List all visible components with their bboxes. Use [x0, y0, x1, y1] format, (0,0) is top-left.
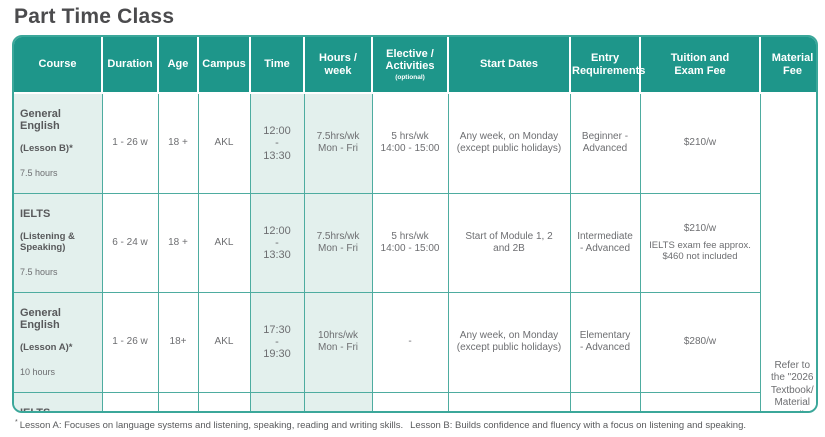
header-hours-week: Hours / week	[303, 37, 373, 94]
hours-week-cell: 10hrs/wk Mon - Fri	[303, 291, 373, 393]
campus-cell: AKL	[197, 291, 251, 393]
tuition-value: $210/w	[683, 222, 717, 234]
header-elective-note: (optional)	[395, 73, 425, 81]
campus-cell: AKL	[197, 92, 251, 194]
header-campus: Campus	[197, 37, 251, 94]
table-row: General English (Lesson A)* 10 hours 1 -…	[14, 291, 816, 393]
elective-cell: -	[371, 291, 449, 393]
table-row: IELTS (Reading & Writing) 10 hours 6 - 2…	[14, 391, 816, 413]
course-hours: 7.5 hours	[20, 168, 58, 179]
course-hours: 10 hours	[20, 366, 56, 377]
header-entry-requirements: Entry Requirements	[569, 37, 645, 94]
entry-requirements-cell: Intermediate - Advanced	[569, 192, 641, 293]
tuition-cell: $210/w IELTS exam fee approx. $460 not in…	[639, 192, 761, 293]
course-schedule-table: Course Duration Age Campus Time Hours / …	[14, 37, 816, 413]
footnote-lesson-b: Lesson B: Builds confidence and fluency …	[410, 420, 747, 432]
elective-cell: 5 hrs/wk 14:00 - 15:00	[371, 92, 449, 194]
duration-cell: 1 - 26 w	[101, 291, 159, 393]
start-dates-cell: Any week, on Monday (except public holid…	[447, 92, 571, 194]
footnote-marker: *	[15, 419, 18, 426]
header-course: Course	[14, 37, 103, 94]
age-cell: 18 +	[157, 192, 199, 293]
course-cell: IELTS (Reading & Writing) 10 hours	[14, 391, 103, 413]
header-age: Age	[157, 37, 199, 94]
course-name: General English	[20, 306, 61, 331]
course-name: IELTS	[20, 406, 51, 413]
page-title: Part Time Class	[14, 5, 175, 28]
header-elective: Elective / Activities (optional)	[371, 37, 449, 94]
start-dates-cell: Any week, on Monday (except public holid…	[447, 291, 571, 393]
age-cell: 18+	[157, 291, 199, 393]
elective-cell: 5 hrs/wk 14:00 - 15:00	[371, 192, 449, 293]
duration-cell: 1 - 26 w	[101, 92, 159, 194]
campus-cell: AKL	[197, 192, 251, 293]
entry-requirements-cell: Beginner - Advanced	[569, 92, 641, 194]
tuition-note: IELTS exam fee approx. $460 not included	[649, 239, 751, 262]
hours-week-cell: 10hrs/wk Mon - Fri	[303, 391, 373, 411]
table-row: General English (Lesson B)* 7.5 hours 1 …	[14, 92, 816, 411]
start-dates-cell: Start of Module 1, 2 and 2B	[447, 391, 571, 411]
course-sub: (Lesson A)*	[20, 341, 73, 353]
course-sub: (Lesson B)*	[20, 143, 73, 155]
campus-cell: AKL	[197, 391, 251, 411]
header-duration: Duration	[101, 37, 159, 94]
tuition-value: $210/w	[683, 137, 717, 149]
header-start-dates: Start Dates	[447, 37, 571, 94]
course-name: IELTS	[20, 207, 51, 220]
footnote: * Lesson A: Focuses on language systems a…	[15, 419, 746, 431]
start-dates-cell: Start of Module 1, 2 and 2B	[447, 192, 571, 293]
entry-requirements-cell: Elementary - Advanced	[569, 291, 641, 393]
tuition-cell: $210/w	[639, 92, 761, 194]
entry-requirements-cell: Intermediate - Advanced	[569, 391, 641, 411]
hours-week-cell: 7.5hrs/wk Mon - Fri	[303, 192, 373, 293]
table-row: IELTS (Listening & Speaking) 7.5 hours 6…	[14, 192, 816, 293]
elective-cell: -	[371, 391, 449, 411]
age-cell: 18 +	[157, 92, 199, 194]
duration-cell: 6 - 24 w	[101, 192, 159, 293]
course-name: General English	[20, 108, 61, 133]
header-material-fee: Material Fee	[759, 37, 816, 94]
time-cell: 17:30 - 19:30	[249, 391, 305, 411]
time-cell: 17:30 - 19:30	[249, 291, 305, 393]
table-header-row: Course Duration Age Campus Time Hours / …	[14, 37, 816, 94]
duration-cell: 6 - 24 w	[101, 391, 159, 411]
tuition-cell: $280/w	[639, 291, 761, 393]
hours-week-cell: 7.5hrs/wk Mon - Fri	[303, 92, 373, 194]
material-fee-cell: Refer to the "2026 Textbook/ Material Fe…	[759, 92, 816, 411]
header-tuition-exam-fee: Tuition and Exam Fee	[639, 37, 761, 94]
header-elective-label: Elective / Activities	[385, 47, 435, 73]
course-cell: General English (Lesson A)* 10 hours	[14, 291, 103, 393]
time-cell: 12:00 - 13:30	[249, 192, 305, 293]
header-time: Time	[249, 37, 305, 94]
age-cell: 18+	[157, 391, 199, 411]
time-cell: 12:00 - 13:30	[249, 92, 305, 194]
course-schedule-table-wrap: Course Duration Age Campus Time Hours / …	[12, 35, 818, 413]
course-sub: (Listening & Speaking)	[20, 231, 75, 253]
tuition-value: $280/w	[683, 336, 717, 348]
course-hours: 7.5 hours	[20, 266, 58, 277]
course-cell: IELTS (Listening & Speaking) 7.5 hours	[14, 192, 103, 293]
footnote-lesson-a: Lesson A: Focuses on language systems an…	[19, 420, 404, 432]
course-cell: General English (Lesson B)* 7.5 hours	[14, 92, 103, 194]
